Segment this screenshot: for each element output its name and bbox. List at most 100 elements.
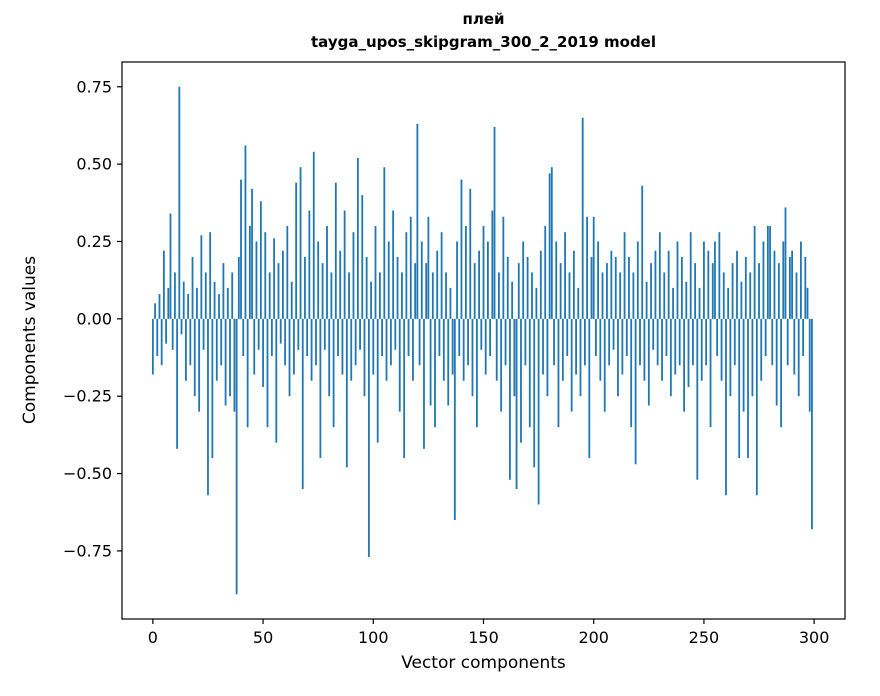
bar (665, 318, 668, 356)
bar (733, 318, 736, 366)
bar (162, 250, 165, 319)
bar (471, 318, 474, 397)
bar (312, 151, 315, 319)
bar (705, 318, 708, 366)
bar (786, 318, 789, 366)
bar (579, 318, 582, 397)
bar (535, 287, 538, 319)
bar (242, 318, 245, 356)
bar (315, 318, 317, 366)
bar (319, 318, 322, 459)
bar (436, 250, 439, 319)
bar (255, 241, 258, 319)
bar (213, 281, 216, 319)
bar (491, 210, 494, 319)
bar (279, 318, 282, 344)
bar (751, 318, 754, 397)
bar (718, 232, 721, 319)
bar (196, 287, 198, 319)
bar (599, 318, 602, 381)
bar (240, 179, 242, 319)
bar (207, 318, 209, 496)
bar (493, 126, 496, 319)
bar (171, 318, 174, 350)
bar (643, 318, 646, 381)
bar (495, 318, 498, 381)
bar (350, 318, 353, 381)
bar (469, 188, 472, 319)
x-tick-label: 250 (689, 628, 720, 647)
y-tick-label: 0.75 (76, 77, 112, 96)
bar (687, 318, 690, 387)
bar (548, 173, 551, 319)
bar (396, 256, 399, 319)
bar (343, 210, 346, 319)
bar (570, 318, 573, 412)
bar (200, 235, 203, 319)
bar (416, 123, 419, 319)
bar (431, 272, 434, 319)
bar (791, 250, 793, 319)
bar (667, 250, 670, 319)
bar (438, 318, 441, 356)
bar (178, 86, 181, 319)
bar (555, 241, 558, 319)
bar (182, 281, 185, 319)
bar (747, 318, 749, 459)
bar (462, 318, 465, 381)
bar (777, 263, 780, 319)
bar (374, 226, 377, 319)
bar (229, 318, 231, 397)
bar (782, 241, 785, 319)
bar (634, 318, 637, 465)
bar (632, 272, 635, 319)
bar (167, 287, 170, 319)
bar (224, 318, 227, 406)
bar (707, 250, 710, 319)
bar (588, 318, 591, 459)
bar (738, 318, 741, 459)
bar (683, 318, 685, 412)
bar (727, 287, 730, 319)
bar (332, 318, 335, 428)
bar (564, 232, 566, 319)
bar (550, 167, 553, 319)
bar (293, 318, 295, 375)
bar (423, 318, 425, 449)
bar (447, 318, 450, 406)
bar (645, 281, 648, 319)
bar (758, 263, 760, 319)
bar (286, 226, 289, 319)
bar (539, 250, 542, 319)
bar (248, 226, 251, 319)
bar (740, 281, 743, 319)
bar (275, 318, 278, 443)
bar (451, 318, 454, 375)
bar (795, 272, 798, 319)
bar (504, 318, 507, 366)
bar (674, 318, 677, 375)
bar (614, 256, 617, 319)
bar (323, 318, 326, 350)
bar (165, 318, 167, 344)
bar (299, 167, 302, 319)
bar (352, 232, 355, 319)
bar (244, 145, 247, 319)
bar (584, 318, 586, 366)
bar (502, 216, 505, 319)
bar (636, 241, 639, 319)
bar (802, 318, 805, 356)
bar (189, 318, 192, 366)
bar (434, 318, 436, 428)
bar (429, 318, 432, 406)
bar (575, 318, 577, 375)
bar (304, 256, 306, 319)
y-axis-label: Components values (20, 255, 40, 425)
bar (257, 318, 260, 350)
bar (403, 318, 406, 459)
bar (449, 287, 452, 319)
bar (218, 294, 220, 319)
bar (445, 272, 447, 319)
bar (506, 256, 509, 319)
bar (797, 318, 800, 397)
